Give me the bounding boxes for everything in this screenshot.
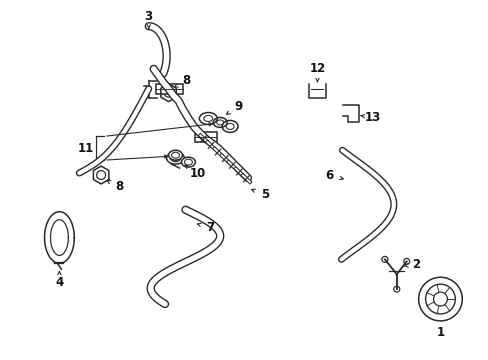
Text: 13: 13 [364,111,380,124]
Text: 2: 2 [412,258,420,271]
Text: 11: 11 [78,142,94,155]
Text: 8: 8 [115,180,123,193]
Ellipse shape [181,157,195,167]
Text: 9: 9 [233,100,242,113]
FancyBboxPatch shape [155,84,183,94]
FancyBboxPatch shape [195,132,217,142]
Text: 4: 4 [55,276,63,289]
Text: 10: 10 [189,167,205,180]
Text: 5: 5 [260,188,268,201]
Text: 6: 6 [325,168,333,181]
Text: 7: 7 [206,221,214,234]
Text: 3: 3 [144,10,152,23]
Text: 1: 1 [435,326,444,339]
Ellipse shape [168,150,182,160]
Text: 8: 8 [182,74,190,87]
Text: 12: 12 [309,62,325,75]
